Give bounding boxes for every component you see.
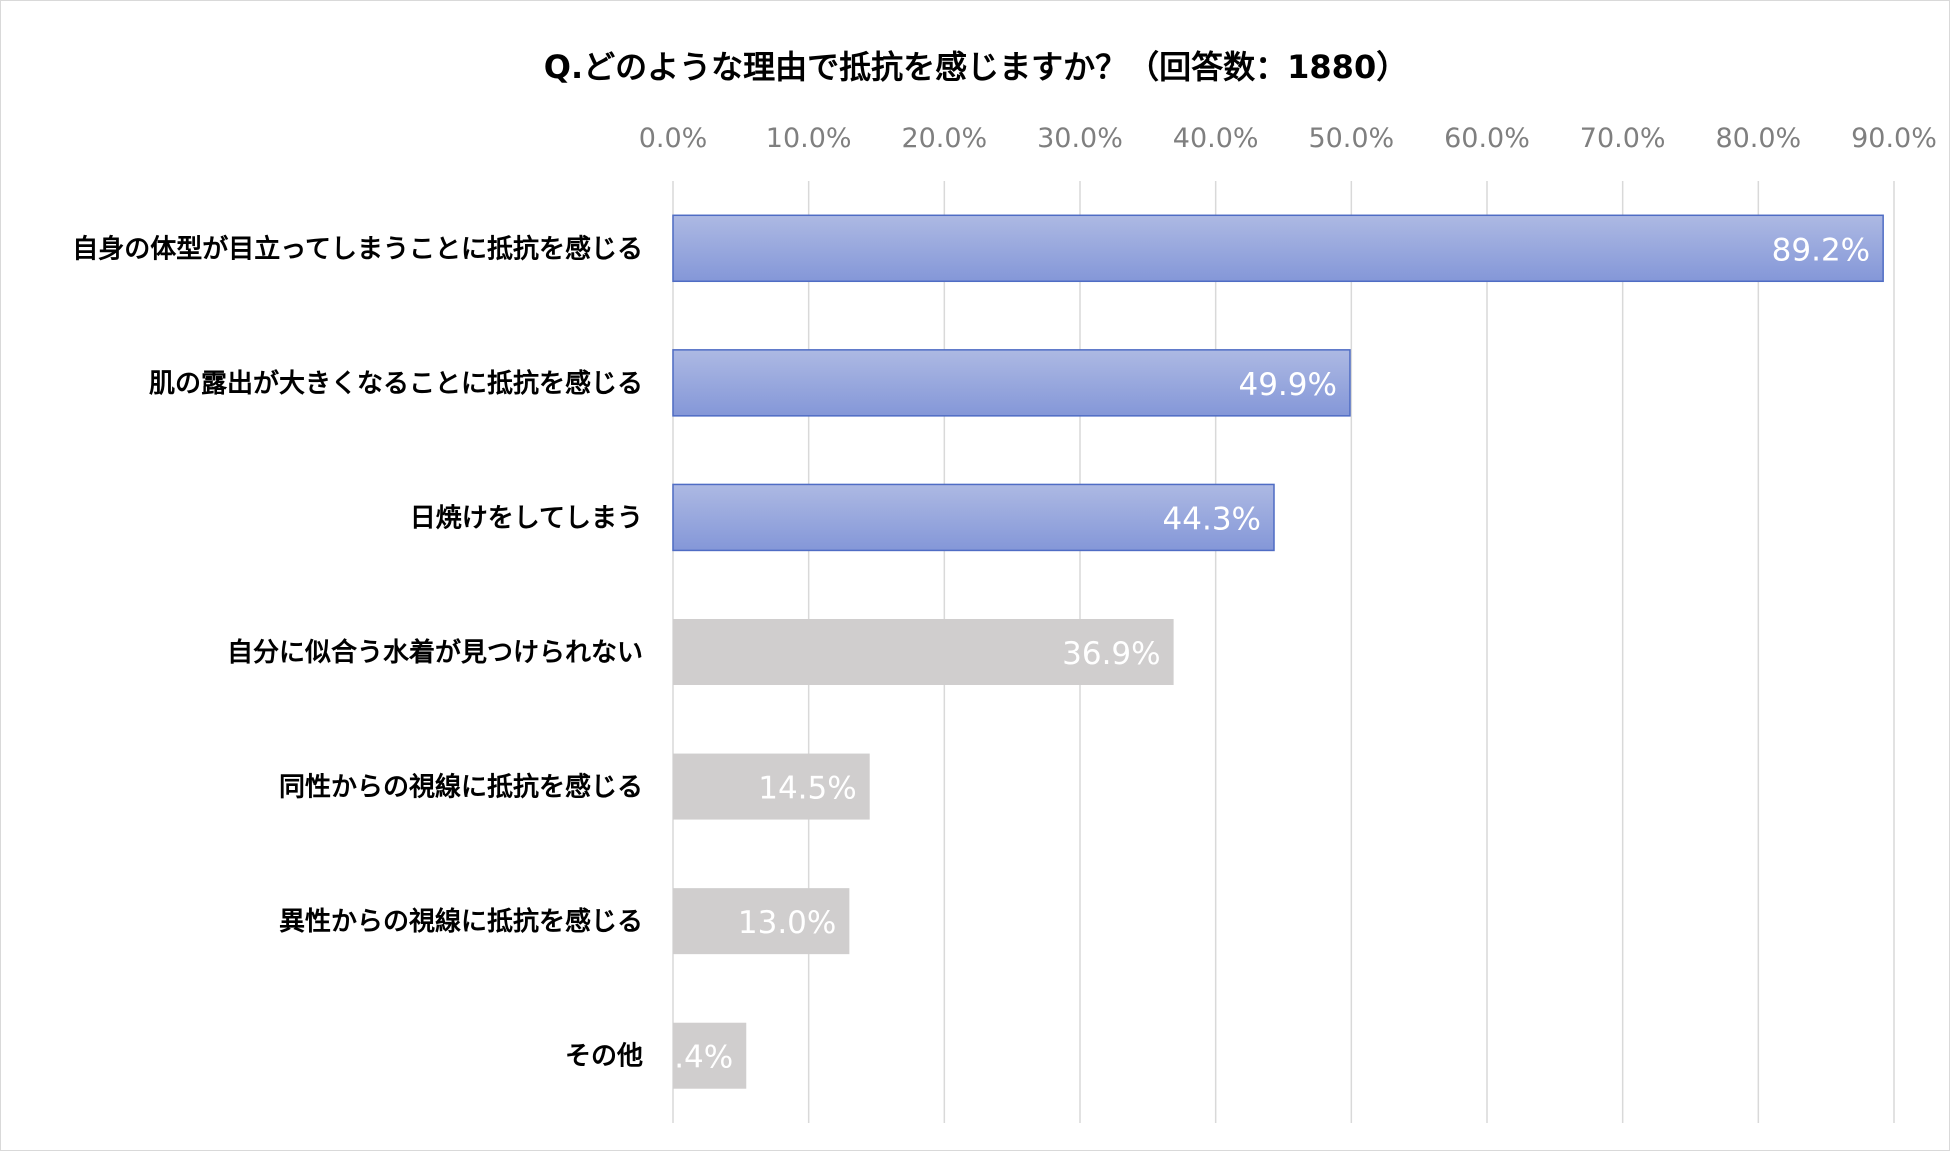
data-label: 49.9% <box>1238 367 1336 403</box>
data-label: 36.9% <box>1062 636 1160 672</box>
bar <box>673 619 1174 685</box>
category-label: 自分に似合う水着が見つけられない <box>227 637 643 668</box>
data-label: 5.4% <box>654 1040 733 1076</box>
bar <box>673 753 870 820</box>
x-tick-label: 70.0% <box>1580 123 1666 154</box>
x-tick-label: 30.0% <box>1037 123 1123 154</box>
x-tick-label: 50.0% <box>1308 123 1394 154</box>
category-labels: 自身の体型が目立ってしまうことに抵抗を感じる肌の露出が大きくなることに抵抗を感じ… <box>72 233 643 1071</box>
category-label: 日焼けをしてしまう <box>410 503 643 533</box>
data-label: 13.0% <box>738 905 836 941</box>
x-tick-label: 0.0% <box>639 123 708 154</box>
bar <box>672 349 1351 417</box>
bar <box>673 1022 747 1089</box>
x-tick-label: 10.0% <box>766 123 852 154</box>
category-label: 自身の体型が目立ってしまうことに抵抗を感じる <box>72 233 643 264</box>
data-label: 44.3% <box>1163 501 1261 537</box>
data-label: 89.2% <box>1772 232 1870 268</box>
data-labels: 89.2% 49.9% 44.3% 36.9% 14.5% 13.0% 5.4% <box>654 232 1870 1075</box>
data-label: 14.5% <box>758 771 856 807</box>
x-tick-label: 60.0% <box>1444 123 1530 154</box>
x-tick-label: 20.0% <box>901 123 987 154</box>
x-tick-label: 40.0% <box>1173 123 1259 154</box>
bar <box>672 214 1884 283</box>
x-axis-ticks: 0.0% 10.0% 20.0% 30.0% 40.0% 50.0% 60.0% 70.0% 8… <box>639 123 1937 154</box>
category-label: 異性からの視線に抵抗を感じる <box>279 906 643 937</box>
x-tick-label: 80.0% <box>1715 123 1801 154</box>
category-label: その他 <box>565 1042 643 1072</box>
category-label: 同性からの視線に抵抗を感じる <box>279 772 643 803</box>
bar <box>672 483 1275 552</box>
gridlines <box>672 181 1895 1123</box>
bars <box>672 214 1884 1089</box>
chart-title: Q.どのような理由で抵抗を感じますか？（回答数：1880） <box>544 48 1408 86</box>
category-label: 肌の露出が大きくなることに抵抗を感じる <box>149 368 643 399</box>
x-tick-label: 90.0% <box>1851 123 1937 154</box>
bar <box>673 888 850 955</box>
